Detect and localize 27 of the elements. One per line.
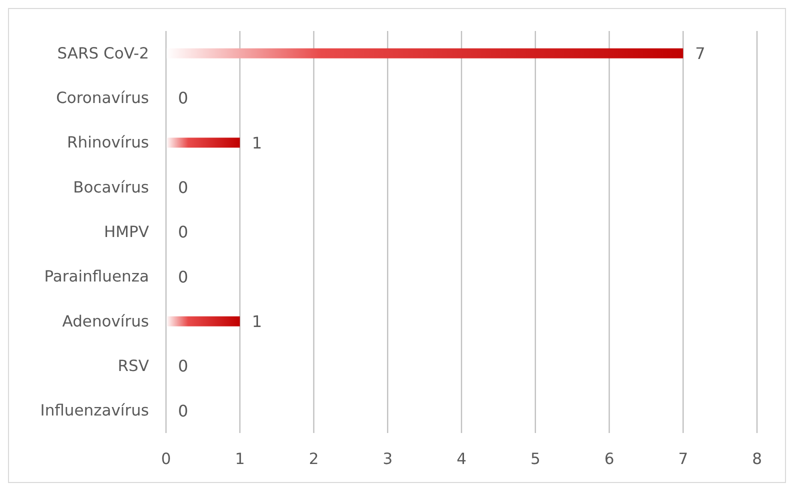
- data-label: 0: [178, 401, 188, 420]
- data-label: 0: [178, 222, 188, 242]
- x-tick-label: 0: [161, 450, 171, 468]
- y-tick-label: Parainfluenza: [44, 268, 149, 286]
- x-tick-label: 6: [604, 450, 614, 468]
- x-tick-label: 2: [308, 450, 319, 468]
- data-label: 1: [252, 133, 262, 152]
- data-label: 0: [178, 267, 188, 286]
- x-tick-label: 5: [530, 450, 540, 468]
- data-label: 0: [178, 88, 188, 108]
- x-tick-label: 4: [456, 450, 466, 468]
- data-label: 0: [178, 356, 188, 376]
- x-tick-label: 8: [752, 450, 762, 468]
- y-tick-label: HMPV: [104, 222, 150, 241]
- x-tick-label: 7: [678, 450, 688, 468]
- y-tick-label: Bocavírus: [73, 178, 149, 196]
- data-label: 7: [695, 44, 706, 63]
- y-tick-label: Influenzavírus: [40, 402, 149, 420]
- y-tick-label: Adenovírus: [62, 312, 149, 330]
- y-tick-label: RSV: [118, 356, 150, 375]
- y-tick-label: Coronavírus: [56, 88, 149, 107]
- y-tick-label: Rhinovírus: [67, 134, 149, 152]
- data-label: 1: [252, 312, 262, 331]
- data-label: 0: [178, 178, 188, 197]
- y-tick-label: SARS CoV-2: [57, 44, 149, 62]
- x-tick-label: 3: [382, 450, 393, 468]
- x-tick-label: 1: [234, 450, 245, 468]
